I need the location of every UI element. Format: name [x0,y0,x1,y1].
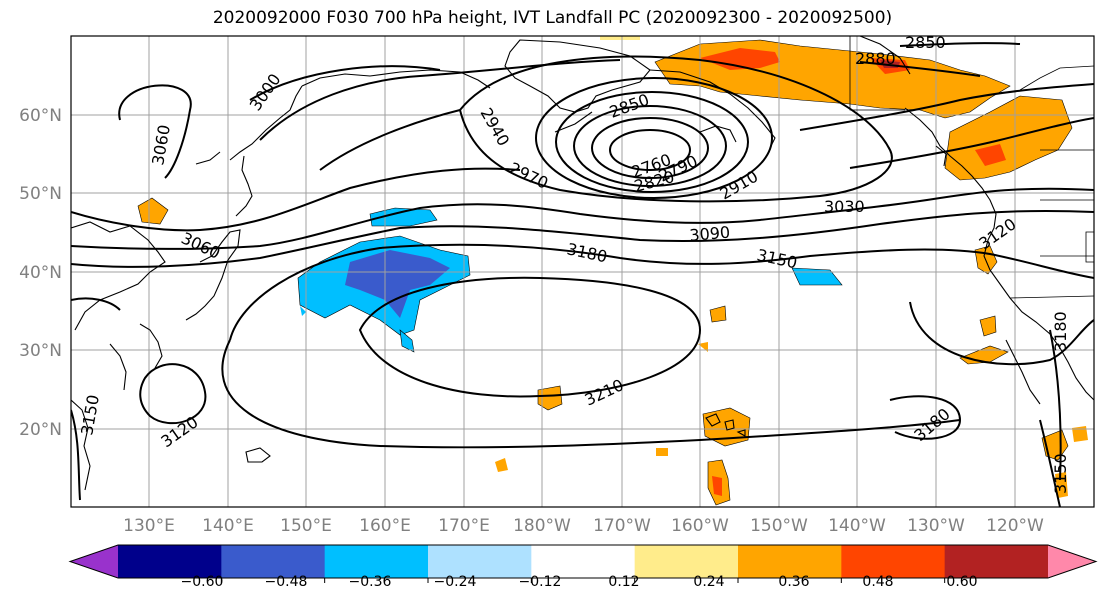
colorbar-segment [634,545,739,578]
colorbar-tick-label: 0.48 [862,574,893,590]
colorbar-segment [118,545,222,578]
colorbar-extend-max [1048,545,1096,578]
lon-label: 120°W [986,516,1044,536]
lat-label: 50°N [19,184,62,204]
lon-label: 150°E [280,516,332,536]
colorbar-segment [324,545,429,578]
colorbar-tick-label: 0.60 [946,574,977,590]
latitude-labels: 60°N 50°N 40°N 30°N 20°N [19,106,62,440]
contour-label: 2850 [905,33,946,52]
colorbar-tick-label: −0.36 [349,574,392,590]
colorbar [68,544,1098,583]
colorbar-tick-label: −0.12 [519,574,562,590]
lon-label: 140°E [202,516,254,536]
colorbar-outline [68,544,1098,579]
colorbar-segment [531,545,636,578]
lon-label: 180°W [513,516,571,536]
colorbar-tick-label: 0.36 [778,574,809,590]
contour-label: 3030 [824,197,865,216]
colorbar-segment [944,545,1049,578]
lon-label: 160°E [359,516,411,536]
graticule [71,36,1094,507]
colorbar-tick-label: 0.24 [693,574,724,590]
map-title: 2020092000 F030 700 hPa height, IVT Land… [212,8,893,28]
colorbar-tick-label: −0.60 [181,574,224,590]
colorbar-tick-label: −0.24 [434,574,477,590]
lat-label: 40°N [19,263,62,283]
height-contours [71,42,1094,507]
lon-label: 150°W [750,516,808,536]
coastlines [71,36,1094,491]
lat-label: 60°N [19,106,62,126]
colorbar-tick-labels: −0.60 −0.48 −0.36 −0.24 −0.12 0.12 0.24 … [181,574,978,590]
contour-label: 3180 [1051,311,1070,352]
contour-label: 3150 [1051,453,1070,494]
longitude-labels: 130°E 140°E 150°E 160°E 170°E 180°W 170°… [123,516,1044,536]
colorbar-extend-min [70,545,118,578]
lon-label: 170°W [593,516,651,536]
colorbar-tick-label: 0.12 [608,574,639,590]
map-border [70,35,1095,508]
lon-label: 130°E [123,516,175,536]
colorbar-segment [841,545,946,578]
colorbar-segment [221,545,326,578]
lon-label: 140°W [828,516,886,536]
colorbar-segment [428,545,532,578]
contour-label: 3090 [689,223,731,245]
contour-label: 2880 [855,49,896,68]
lon-label: 130°W [907,516,965,536]
lat-label: 20°N [19,420,62,440]
lat-label: 30°N [19,341,62,361]
lon-label: 170°E [438,516,490,536]
lon-label: 160°W [671,516,729,536]
colorbar-tick-label: −0.48 [265,574,308,590]
colorbar-segment [738,545,842,578]
ivt-positive-shading [137,36,1088,506]
